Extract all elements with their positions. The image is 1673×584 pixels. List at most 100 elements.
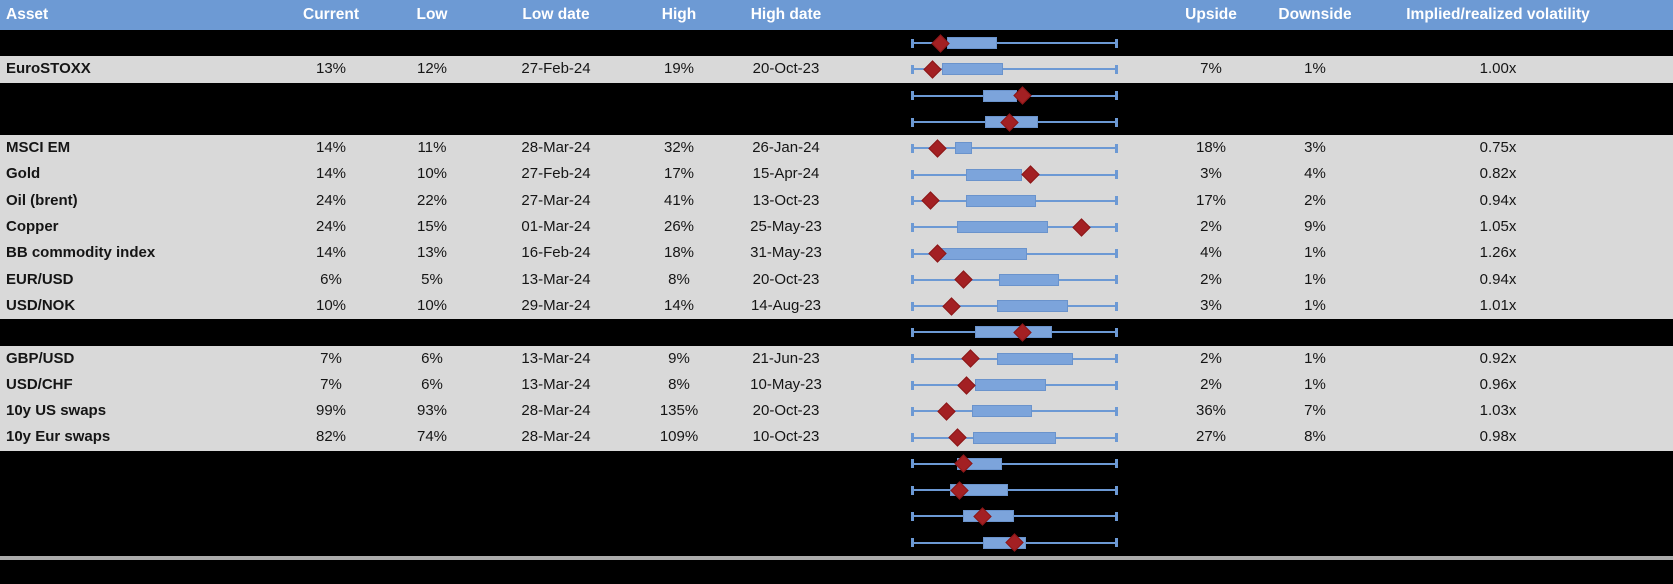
current-cell[interactable] bbox=[288, 530, 374, 556]
asset-cell[interactable]: 10y Eur swaps bbox=[6, 428, 111, 446]
high-cell[interactable]: 8% bbox=[668, 270, 690, 288]
asset-cell[interactable]: Oil (brent) bbox=[6, 191, 78, 209]
high-cell[interactable]: 17% bbox=[663, 165, 695, 183]
header-implied[interactable]: Implied/realized volatility bbox=[1406, 6, 1590, 23]
low-cell[interactable]: 5% bbox=[421, 270, 443, 288]
asset-cell[interactable]: 10y US swaps bbox=[6, 402, 107, 420]
high-cell[interactable] bbox=[622, 83, 736, 109]
high-date-cell[interactable]: 13-Oct-23 bbox=[752, 191, 820, 209]
asset-cell[interactable]: Gold bbox=[6, 165, 41, 183]
implied-cell[interactable] bbox=[1354, 30, 1642, 56]
asset-cell[interactable] bbox=[0, 477, 288, 503]
low-date-cell[interactable] bbox=[490, 319, 622, 345]
table-row[interactable] bbox=[0, 319, 1673, 346]
high-date-cell[interactable]: 26-Jan-24 bbox=[752, 139, 820, 157]
downside-cell[interactable]: 1% bbox=[1304, 270, 1326, 288]
high-cell[interactable]: 19% bbox=[663, 60, 695, 78]
table-row[interactable]: Gold 14% 10% 27-Feb-24 17% 15-Apr-24 3% … bbox=[0, 161, 1673, 188]
table-row[interactable] bbox=[0, 450, 1673, 478]
table-row[interactable]: USD/CHF 7% 6% 13-Mar-24 8% 10-May-23 2% … bbox=[0, 371, 1673, 399]
low-date-cell[interactable]: 13-Mar-24 bbox=[521, 270, 591, 288]
low-date-cell[interactable]: 13-Mar-24 bbox=[521, 349, 591, 367]
implied-cell[interactable]: 1.05x bbox=[1479, 218, 1517, 236]
implied-cell[interactable]: 0.96x bbox=[1479, 375, 1517, 393]
table-row[interactable]: BB commodity index 14% 13% 16-Feb-24 18%… bbox=[0, 240, 1673, 267]
high-cell[interactable]: 8% bbox=[668, 375, 690, 393]
header-high-date[interactable]: High date bbox=[750, 6, 822, 23]
upside-cell[interactable]: 3% bbox=[1200, 165, 1222, 183]
high-cell[interactable]: 109% bbox=[659, 428, 699, 446]
upside-cell[interactable] bbox=[1146, 503, 1276, 529]
downside-cell[interactable]: 8% bbox=[1304, 428, 1326, 446]
high-date-cell[interactable]: 20-Oct-23 bbox=[752, 402, 820, 420]
high-date-cell[interactable] bbox=[736, 83, 836, 109]
downside-cell[interactable] bbox=[1276, 503, 1354, 529]
low-cell[interactable]: 15% bbox=[416, 218, 448, 236]
upside-cell[interactable]: 2% bbox=[1200, 218, 1222, 236]
asset-cell[interactable] bbox=[0, 451, 288, 477]
low-cell[interactable] bbox=[374, 83, 490, 109]
low-cell[interactable] bbox=[374, 319, 490, 345]
asset-cell[interactable]: USD/NOK bbox=[6, 296, 76, 314]
downside-cell[interactable] bbox=[1276, 83, 1354, 109]
low-date-cell[interactable] bbox=[490, 503, 622, 529]
high-cell[interactable] bbox=[622, 451, 736, 477]
upside-cell[interactable] bbox=[1146, 477, 1276, 503]
current-cell[interactable] bbox=[288, 319, 374, 345]
downside-cell[interactable] bbox=[1276, 30, 1354, 56]
table-row[interactable]: 10y Eur swaps 82% 74% 28-Mar-24 109% 10-… bbox=[0, 424, 1673, 451]
low-cell[interactable] bbox=[374, 503, 490, 529]
downside-cell[interactable]: 4% bbox=[1304, 165, 1326, 183]
high-date-cell[interactable]: 14-Aug-23 bbox=[750, 296, 822, 314]
implied-cell[interactable]: 1.03x bbox=[1479, 402, 1517, 420]
current-cell[interactable]: 7% bbox=[320, 375, 342, 393]
implied-cell[interactable]: 1.01x bbox=[1479, 296, 1517, 314]
current-cell[interactable] bbox=[288, 477, 374, 503]
downside-cell[interactable] bbox=[1276, 319, 1354, 345]
table-row[interactable] bbox=[0, 30, 1673, 57]
low-cell[interactable]: 12% bbox=[416, 60, 448, 78]
upside-cell[interactable]: 2% bbox=[1200, 270, 1222, 288]
low-cell[interactable]: 13% bbox=[416, 244, 448, 262]
upside-cell[interactable]: 36% bbox=[1195, 402, 1227, 420]
asset-cell[interactable]: EuroSTOXX bbox=[6, 60, 91, 78]
upside-cell[interactable]: 2% bbox=[1200, 349, 1222, 367]
implied-cell[interactable] bbox=[1354, 451, 1642, 477]
upside-cell[interactable]: 18% bbox=[1195, 139, 1227, 157]
table-row[interactable]: MSCI EM 14% 11% 28-Mar-24 32% 26-Jan-24 … bbox=[0, 135, 1673, 162]
high-cell[interactable]: 32% bbox=[663, 139, 695, 157]
upside-cell[interactable]: 2% bbox=[1200, 375, 1222, 393]
low-date-cell[interactable]: 29-Mar-24 bbox=[521, 296, 591, 314]
low-date-cell[interactable] bbox=[490, 109, 622, 135]
high-date-cell[interactable] bbox=[736, 30, 836, 56]
high-cell[interactable]: 41% bbox=[663, 191, 695, 209]
asset-cell[interactable]: BB commodity index bbox=[6, 244, 156, 262]
low-date-cell[interactable]: 28-Mar-24 bbox=[521, 428, 591, 446]
table-row[interactable] bbox=[0, 529, 1673, 556]
upside-cell[interactable]: 3% bbox=[1200, 296, 1222, 314]
asset-cell[interactable]: EUR/USD bbox=[6, 270, 74, 288]
downside-cell[interactable]: 9% bbox=[1304, 218, 1326, 236]
high-cell[interactable] bbox=[622, 503, 736, 529]
upside-cell[interactable]: 27% bbox=[1195, 428, 1227, 446]
implied-cell[interactable] bbox=[1354, 477, 1642, 503]
upside-cell[interactable] bbox=[1146, 319, 1276, 345]
asset-cell[interactable]: USD/CHF bbox=[6, 375, 73, 393]
high-date-cell[interactable] bbox=[736, 319, 836, 345]
implied-cell[interactable] bbox=[1354, 83, 1642, 109]
implied-cell[interactable]: 1.00x bbox=[1479, 60, 1517, 78]
low-date-cell[interactable]: 13-Mar-24 bbox=[521, 375, 591, 393]
high-date-cell[interactable]: 20-Oct-23 bbox=[752, 270, 820, 288]
asset-cell[interactable] bbox=[0, 319, 288, 345]
high-date-cell[interactable]: 31-May-23 bbox=[750, 244, 822, 262]
low-cell[interactable]: 74% bbox=[416, 428, 448, 446]
low-date-cell[interactable]: 27-Mar-24 bbox=[521, 191, 591, 209]
implied-cell[interactable]: 1.26x bbox=[1479, 244, 1517, 262]
high-date-cell[interactable]: 21-Jun-23 bbox=[752, 349, 820, 367]
low-date-cell[interactable]: 01-Mar-24 bbox=[521, 218, 591, 236]
table-row[interactable]: EUR/USD 6% 5% 13-Mar-24 8% 20-Oct-23 2% … bbox=[0, 266, 1673, 293]
high-date-cell[interactable]: 10-Oct-23 bbox=[752, 428, 820, 446]
high-cell[interactable]: 135% bbox=[659, 402, 699, 420]
high-cell[interactable]: 14% bbox=[663, 296, 695, 314]
current-cell[interactable] bbox=[288, 503, 374, 529]
